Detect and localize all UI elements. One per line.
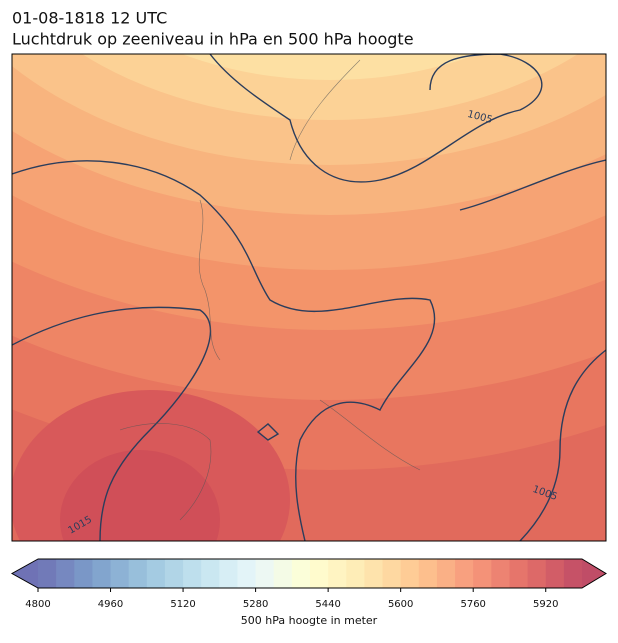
- colorbar-segment: [273, 559, 293, 588]
- colorbar-segment: [92, 559, 112, 588]
- colorbar-segment: [110, 559, 130, 588]
- colorbar-frame: [10, 558, 607, 589]
- colorbar-segment: [38, 559, 57, 588]
- colorbar-segment: [237, 559, 257, 588]
- colorbar-segment: [418, 559, 438, 588]
- colorbar-tick-label: 5600: [388, 599, 413, 610]
- colorbar-tick-label: 4960: [98, 599, 123, 610]
- colorbar-segment: [527, 559, 547, 588]
- colorbar-segment: [74, 559, 93, 588]
- colorbar: 4800 4960 5120 5280 5440 5600 5760 5920: [10, 558, 607, 610]
- colorbar-label: 500 hPa hoogte in meter: [241, 614, 378, 627]
- colorbar-extend-low: [12, 559, 38, 588]
- colorbar-segment: [255, 559, 275, 588]
- colorbar-segment: [364, 559, 384, 588]
- colorbar-tick-label: 5440: [315, 599, 340, 610]
- colorbar-tick-label: 4800: [25, 599, 50, 610]
- colorbar-segment: [183, 559, 202, 588]
- colorbar-segment: [56, 559, 75, 588]
- colorbar-tick-label: 5760: [460, 599, 485, 610]
- title: 01-08-1818 12 UTC: [12, 9, 167, 28]
- colorbar-segment: [563, 559, 583, 588]
- colorbar-segment: [291, 559, 311, 588]
- coastlines: [119, 59, 421, 521]
- map: 1005 1005 1015: [12, 54, 606, 541]
- colorbar-segment: [346, 559, 365, 588]
- colorbar-extend-high: [582, 559, 606, 588]
- colorbar-segment: [491, 559, 510, 588]
- colorbar-segment: [146, 559, 166, 588]
- colorbar-segment: [310, 559, 329, 588]
- colorbar-segment: [436, 559, 456, 588]
- colorbar-segment: [473, 559, 492, 588]
- colorbar-segment: [545, 559, 565, 588]
- colorbar-tick-label: 5920: [533, 599, 558, 610]
- colorbar-segment: [164, 559, 184, 588]
- colorbar-segment: [219, 559, 238, 588]
- colorbar-segment: [201, 559, 220, 588]
- colorbar-tick-label: 5280: [243, 599, 268, 610]
- colorbar-tick-label: 5120: [170, 599, 195, 610]
- colorbar-segment: [455, 559, 474, 588]
- colorbar-segment: [328, 559, 347, 588]
- isobars: [12, 54, 606, 541]
- colorbar-segment: [382, 559, 402, 588]
- colorbar-segment: [128, 559, 148, 588]
- colorbar-segment: [400, 559, 420, 588]
- subtitle: Luchtdruk op zeeniveau in hPa en 500 hPa…: [12, 30, 414, 49]
- colorbar-segment: [509, 559, 529, 588]
- map-frame: [11, 53, 607, 542]
